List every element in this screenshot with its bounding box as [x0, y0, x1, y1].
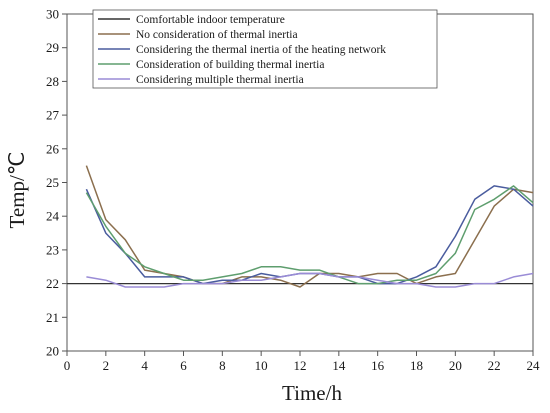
x-tick-label: 12 [294, 358, 307, 373]
y-tick-label: 26 [46, 141, 60, 156]
legend: Comfortable indoor temperature No conside… [92, 9, 438, 89]
x-tick-label: 2 [103, 358, 110, 373]
legend-label: Consideration of building thermal inerti… [136, 59, 324, 71]
x-axis-title: Time/h [282, 381, 342, 405]
y-tick-label: 29 [46, 40, 59, 55]
x-tick-label: 0 [64, 358, 71, 373]
x-tick-label: 6 [180, 358, 187, 373]
y-tick-label: 23 [46, 242, 59, 257]
y-tick-label: 28 [46, 74, 59, 89]
x-tick-label: 20 [449, 358, 462, 373]
series-line-5 [86, 272, 534, 288]
x-tick-label: 24 [527, 358, 541, 373]
legend-label: Considering the thermal inertia of the h… [136, 44, 386, 56]
legend-box [92, 9, 438, 89]
y-tick-label: 21 [46, 310, 59, 325]
y-tick-label: 20 [46, 344, 59, 359]
y-tick-label: 27 [46, 108, 60, 123]
series-layer [67, 165, 534, 288]
series-line-4 [85, 185, 534, 285]
y-tick-label: 30 [46, 7, 59, 22]
x-tick-label: 18 [410, 358, 423, 373]
x-axis-ticks: 0 2 4 6 8 10 12 14 16 18 20 22 24 [64, 351, 540, 373]
y-tick-label: 25 [46, 175, 59, 190]
x-tick-label: 4 [141, 358, 148, 373]
legend-label: Considering multiple thermal inertia [136, 74, 304, 86]
legend-label: Comfortable indoor temperature [136, 14, 285, 26]
x-tick-label: 14 [332, 358, 346, 373]
x-tick-label: 10 [255, 358, 268, 373]
y-tick-label: 22 [46, 276, 59, 291]
legend-label: No consideration of thermal inertia [136, 29, 298, 41]
x-tick-label: 8 [219, 358, 226, 373]
y-axis-ticks: 20 21 22 23 24 25 26 27 28 29 30 [46, 7, 67, 359]
y-axis-title: Temp/℃ [5, 152, 29, 229]
x-tick-label: 16 [371, 358, 385, 373]
y-tick-label: 24 [46, 209, 60, 224]
x-tick-label: 22 [488, 358, 501, 373]
